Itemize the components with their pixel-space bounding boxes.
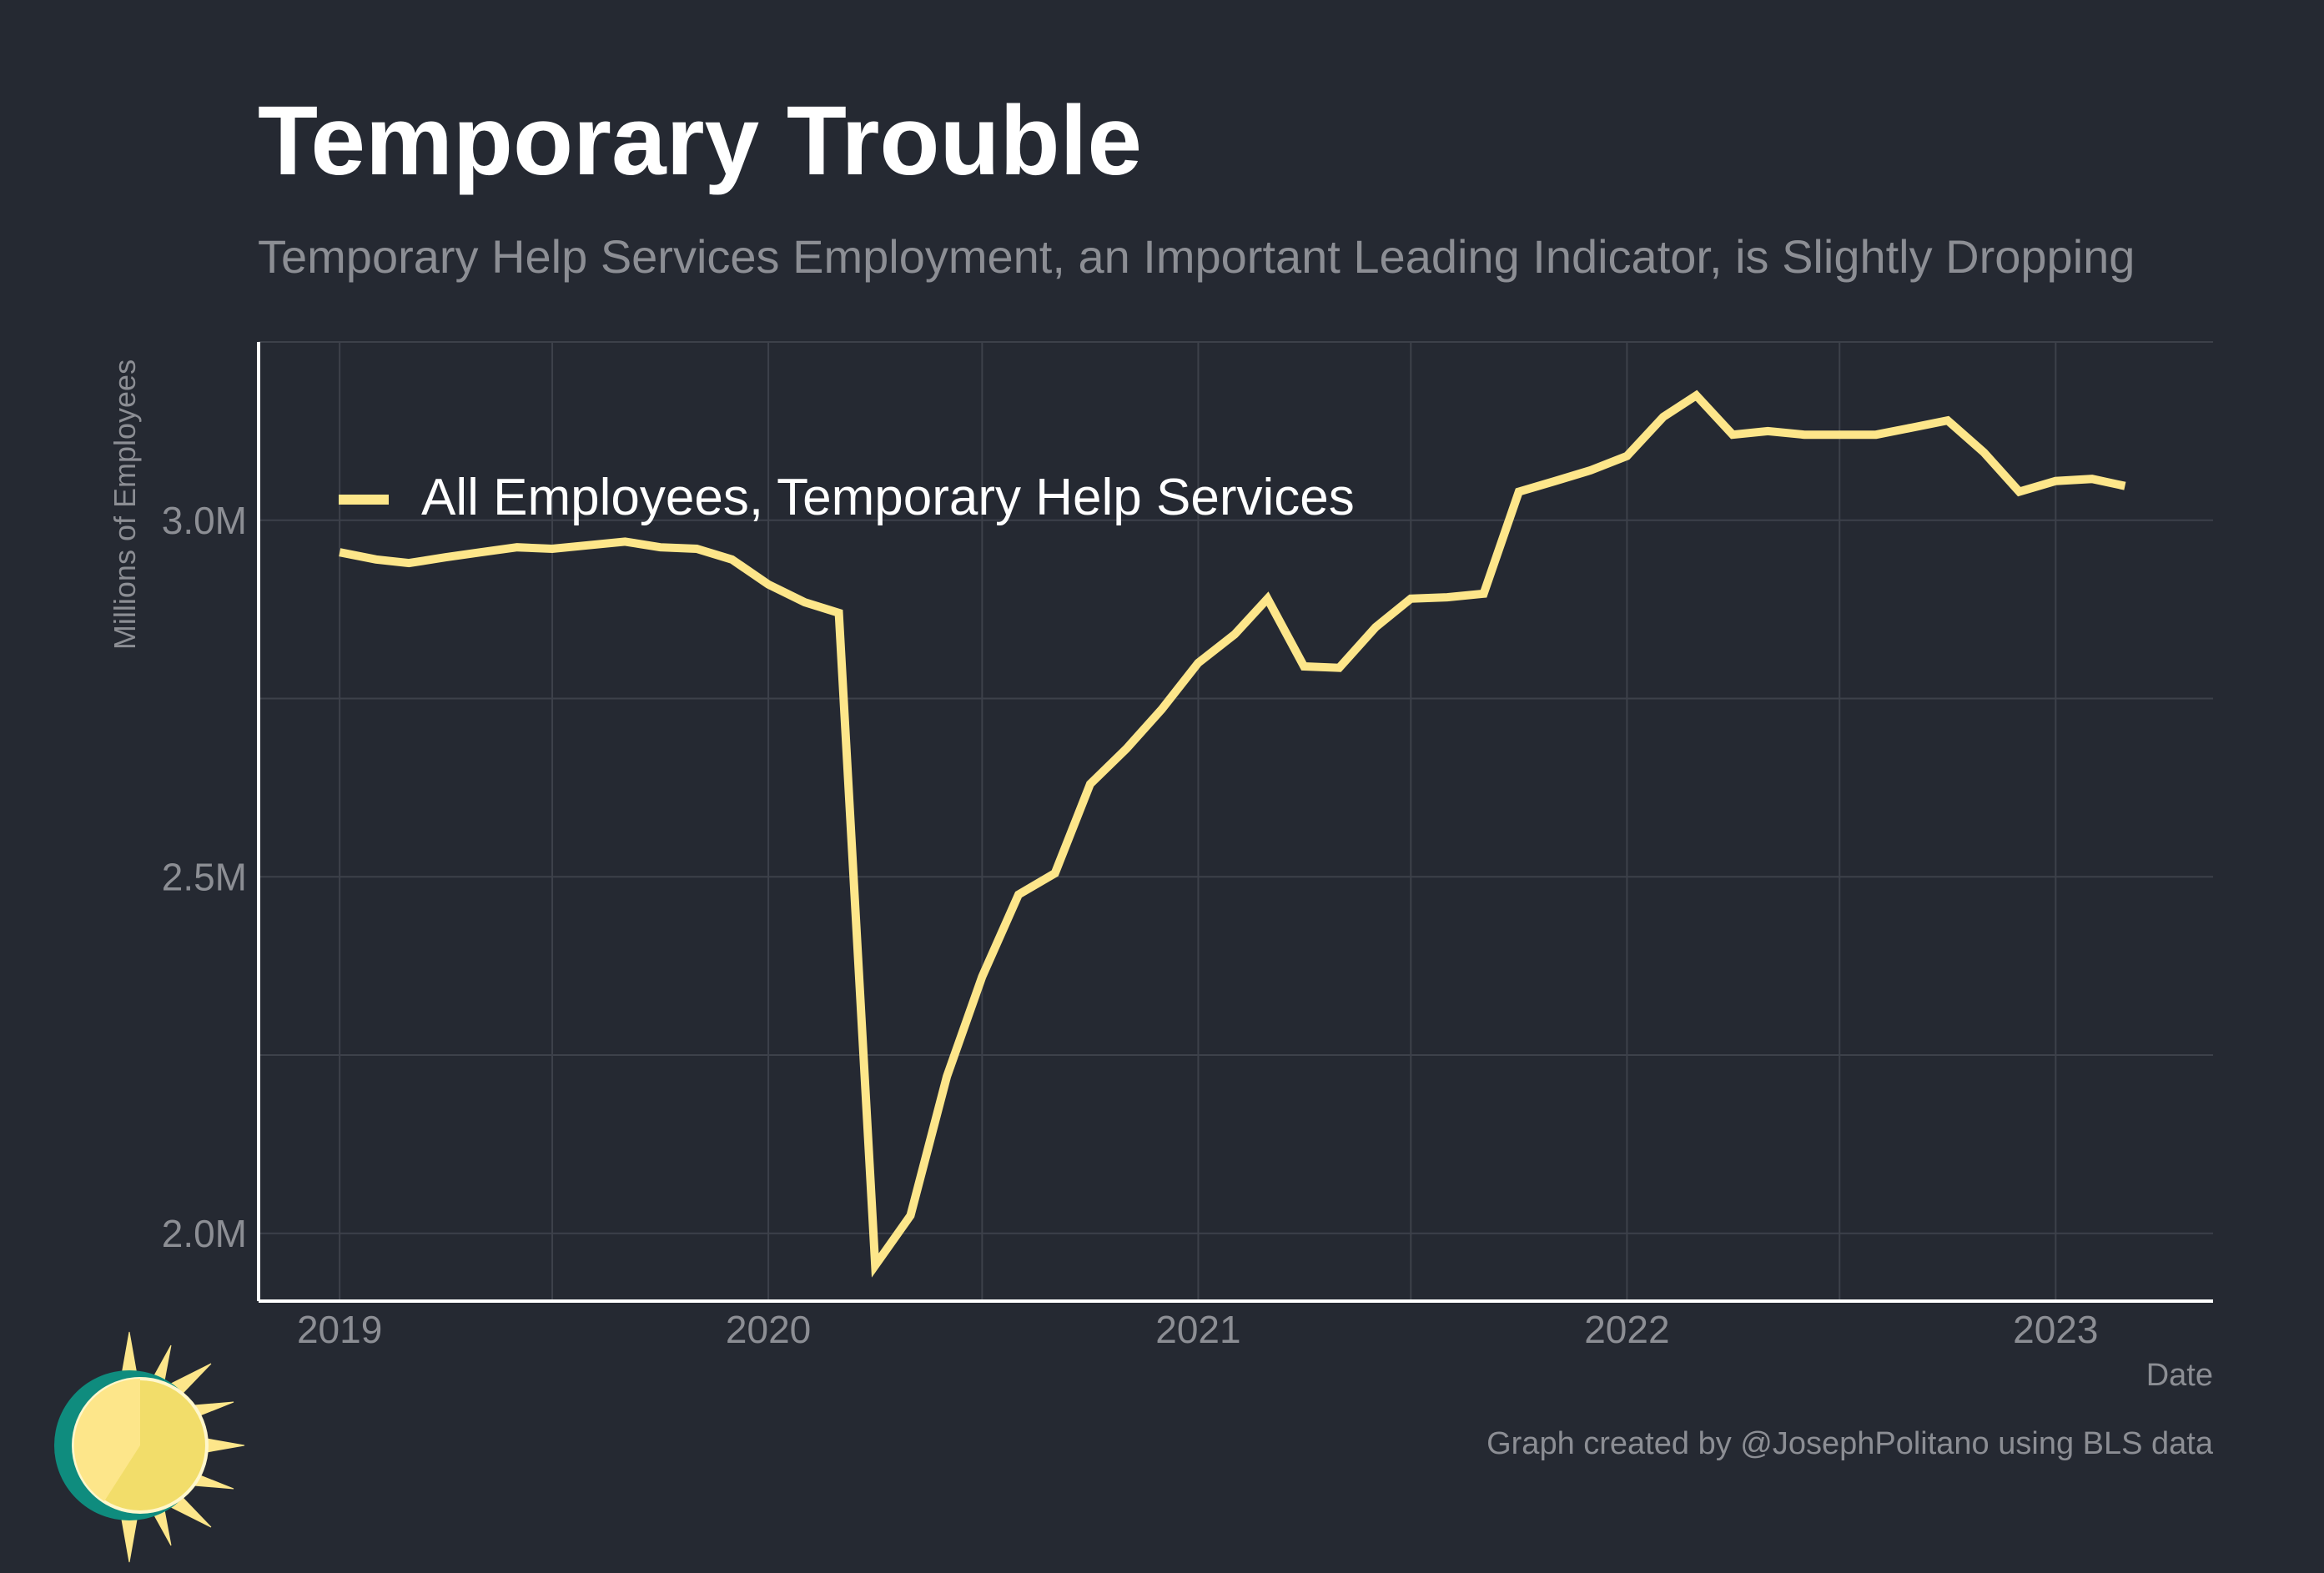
y-tick-label: 2.0M (162, 1212, 247, 1255)
x-tick-label: 2020 (726, 1308, 811, 1351)
source-caption: Graph created by @JosephPolitano using B… (1486, 1426, 2213, 1461)
x-tick-label: 2022 (1584, 1308, 1669, 1351)
x-tick-label: 2023 (2013, 1308, 2098, 1351)
series-group (339, 389, 2126, 1278)
legend-label: All Employees, Temporary Help Services (421, 469, 1355, 526)
series-line-temporary-help-services (339, 389, 2126, 1278)
y-axis-label: Millions of Employees (108, 359, 142, 651)
x-tick-label: 2019 (297, 1308, 382, 1351)
sun-logo-icon (54, 1331, 245, 1563)
axes (257, 342, 2213, 1303)
y-tick-label: 2.5M (162, 855, 247, 898)
chart-subtitle: Temporary Help Services Employment, an I… (258, 230, 2135, 283)
x-axis-label: Date (2145, 1358, 2213, 1393)
x-tick-label: 2021 (1155, 1308, 1240, 1351)
y-tick-label: 3.0M (162, 499, 247, 542)
legend: All Employees, Temporary Help Services (339, 469, 1355, 526)
tick-labels: 2.0M 2.5M 3.0M 2019 2020 2021 2022 2023 (162, 499, 2099, 1351)
grid-lines (259, 341, 2213, 1301)
chart-title: Temporary Trouble (258, 86, 1143, 196)
